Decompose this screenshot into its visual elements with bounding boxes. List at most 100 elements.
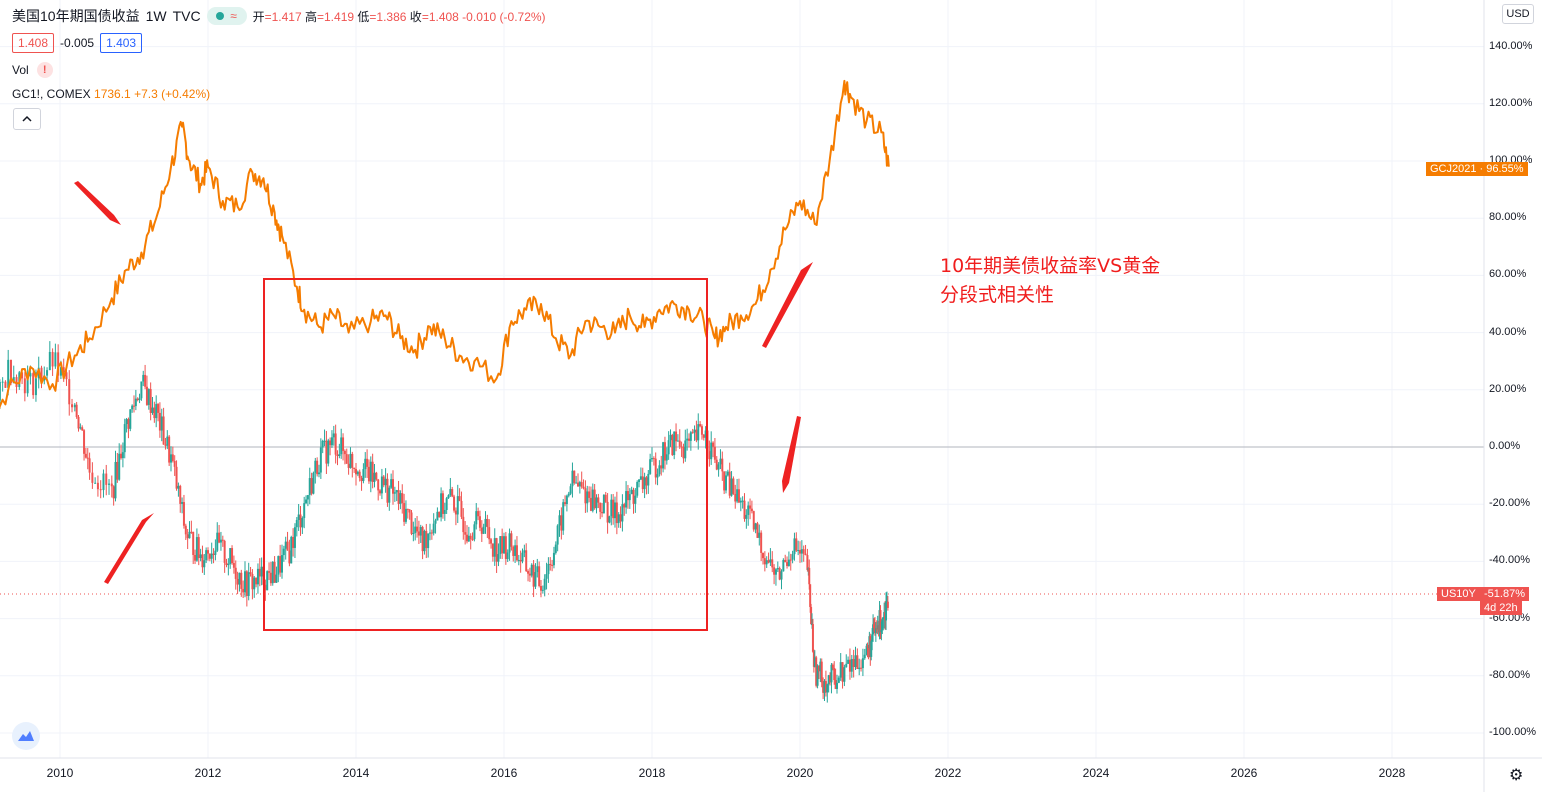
candle-body <box>866 645 869 648</box>
market-status-button[interactable]: ≈ <box>206 7 247 25</box>
candle-body <box>116 461 119 480</box>
candle-body <box>255 577 258 585</box>
candle-body <box>769 559 772 563</box>
candle-body <box>612 499 615 519</box>
candle-body <box>691 432 694 434</box>
candle-body <box>136 398 139 401</box>
candle-body <box>512 546 515 556</box>
warning-icon[interactable]: ! <box>36 62 53 78</box>
candle-body <box>551 564 554 566</box>
candle-body <box>695 429 698 441</box>
candle-body <box>253 577 256 590</box>
candle-body <box>40 367 43 381</box>
ohlc-values: 开=1.417 高=1.419 低=1.386 收=1.408 -0.010 (… <box>252 9 546 24</box>
candle-body <box>406 508 409 510</box>
candle-body <box>804 553 807 556</box>
gold-change-label: 1736.1 +7.3 (+0.42%) <box>94 87 211 101</box>
candle-body <box>623 504 626 508</box>
candle-body <box>188 531 191 539</box>
candle-body <box>244 571 246 593</box>
candle-body <box>756 523 759 538</box>
candle-body <box>678 440 681 447</box>
gold-legend-row: GC1!, COMEX 1736.1 +7.3 (+0.42%) <box>12 87 210 101</box>
candle-body <box>538 566 541 586</box>
candle-body <box>390 479 393 488</box>
candle-body <box>752 511 755 530</box>
candle-body <box>295 520 298 528</box>
bid-price[interactable]: 1.408 <box>12 33 55 53</box>
candle-body <box>688 438 690 441</box>
candle-body <box>281 555 283 573</box>
horizontal-grid <box>0 0 1484 758</box>
candle-body <box>497 554 500 562</box>
candle-body <box>416 526 419 532</box>
candle-body <box>51 351 54 367</box>
ask-price[interactable]: 1.403 <box>100 33 143 53</box>
candle-body <box>434 520 437 524</box>
candle-body <box>245 571 248 596</box>
candle-body <box>427 533 430 549</box>
candle-body <box>776 568 779 570</box>
interval-label[interactable]: 1W <box>145 8 167 24</box>
candle-body <box>440 493 443 518</box>
candle-body <box>589 497 592 511</box>
candle-body <box>806 555 809 570</box>
collapse-legend-button[interactable] <box>13 108 41 130</box>
candle-body <box>395 490 398 493</box>
candle-body <box>173 460 176 467</box>
candle-body <box>48 351 51 371</box>
candle-body <box>290 536 293 564</box>
candle-body <box>540 585 542 591</box>
settings-gear-icon[interactable]: ⚙ <box>1509 767 1524 784</box>
candle-body <box>569 486 572 494</box>
candle-body <box>591 489 594 511</box>
candle-body <box>778 568 781 580</box>
candle-body <box>399 493 402 504</box>
tradingview-logo-icon[interactable] <box>12 722 40 750</box>
gold-symbol-label[interactable]: GC1!, COMEX <box>12 87 91 101</box>
candle-body <box>486 518 489 528</box>
candle-body <box>429 532 431 534</box>
candle-body <box>717 464 720 470</box>
candle-body <box>108 483 111 485</box>
candle-body <box>268 571 271 573</box>
candle-body <box>386 478 389 503</box>
candle-body <box>763 558 766 565</box>
volume-label[interactable]: Vol <box>12 63 29 77</box>
candle-body <box>105 473 108 485</box>
candle-body <box>423 530 426 552</box>
annotation-arrows <box>74 181 813 584</box>
candle-body <box>588 491 591 498</box>
symbol-title[interactable]: 美国10年期国债收益 <box>12 8 140 24</box>
candle-body <box>567 493 570 496</box>
candle-body <box>175 466 178 489</box>
candle-body <box>774 569 777 575</box>
candle-body <box>373 472 376 482</box>
candle-body <box>564 502 567 505</box>
candle-body <box>808 567 811 585</box>
candle-body <box>626 491 629 501</box>
candle-body <box>403 503 406 522</box>
candle-body <box>162 416 165 445</box>
candle-body <box>651 458 653 460</box>
candle-body <box>279 556 282 573</box>
candle-body <box>447 495 450 499</box>
candle-body <box>199 554 202 559</box>
candle-body <box>836 682 838 689</box>
candle-body <box>510 533 513 547</box>
candle-body <box>573 470 576 483</box>
candle-body <box>749 505 752 509</box>
candle-body <box>811 624 814 652</box>
candle-body <box>671 434 674 456</box>
candle-body <box>621 504 624 522</box>
currency-button[interactable]: USD <box>1502 4 1534 24</box>
candle-body <box>480 527 483 534</box>
candle-body <box>860 667 863 669</box>
candle-body <box>723 471 726 491</box>
candle-body <box>845 663 848 668</box>
candle-body <box>647 473 650 486</box>
candle-body <box>229 548 232 565</box>
candle-body <box>762 552 764 559</box>
candle-body <box>784 559 787 563</box>
